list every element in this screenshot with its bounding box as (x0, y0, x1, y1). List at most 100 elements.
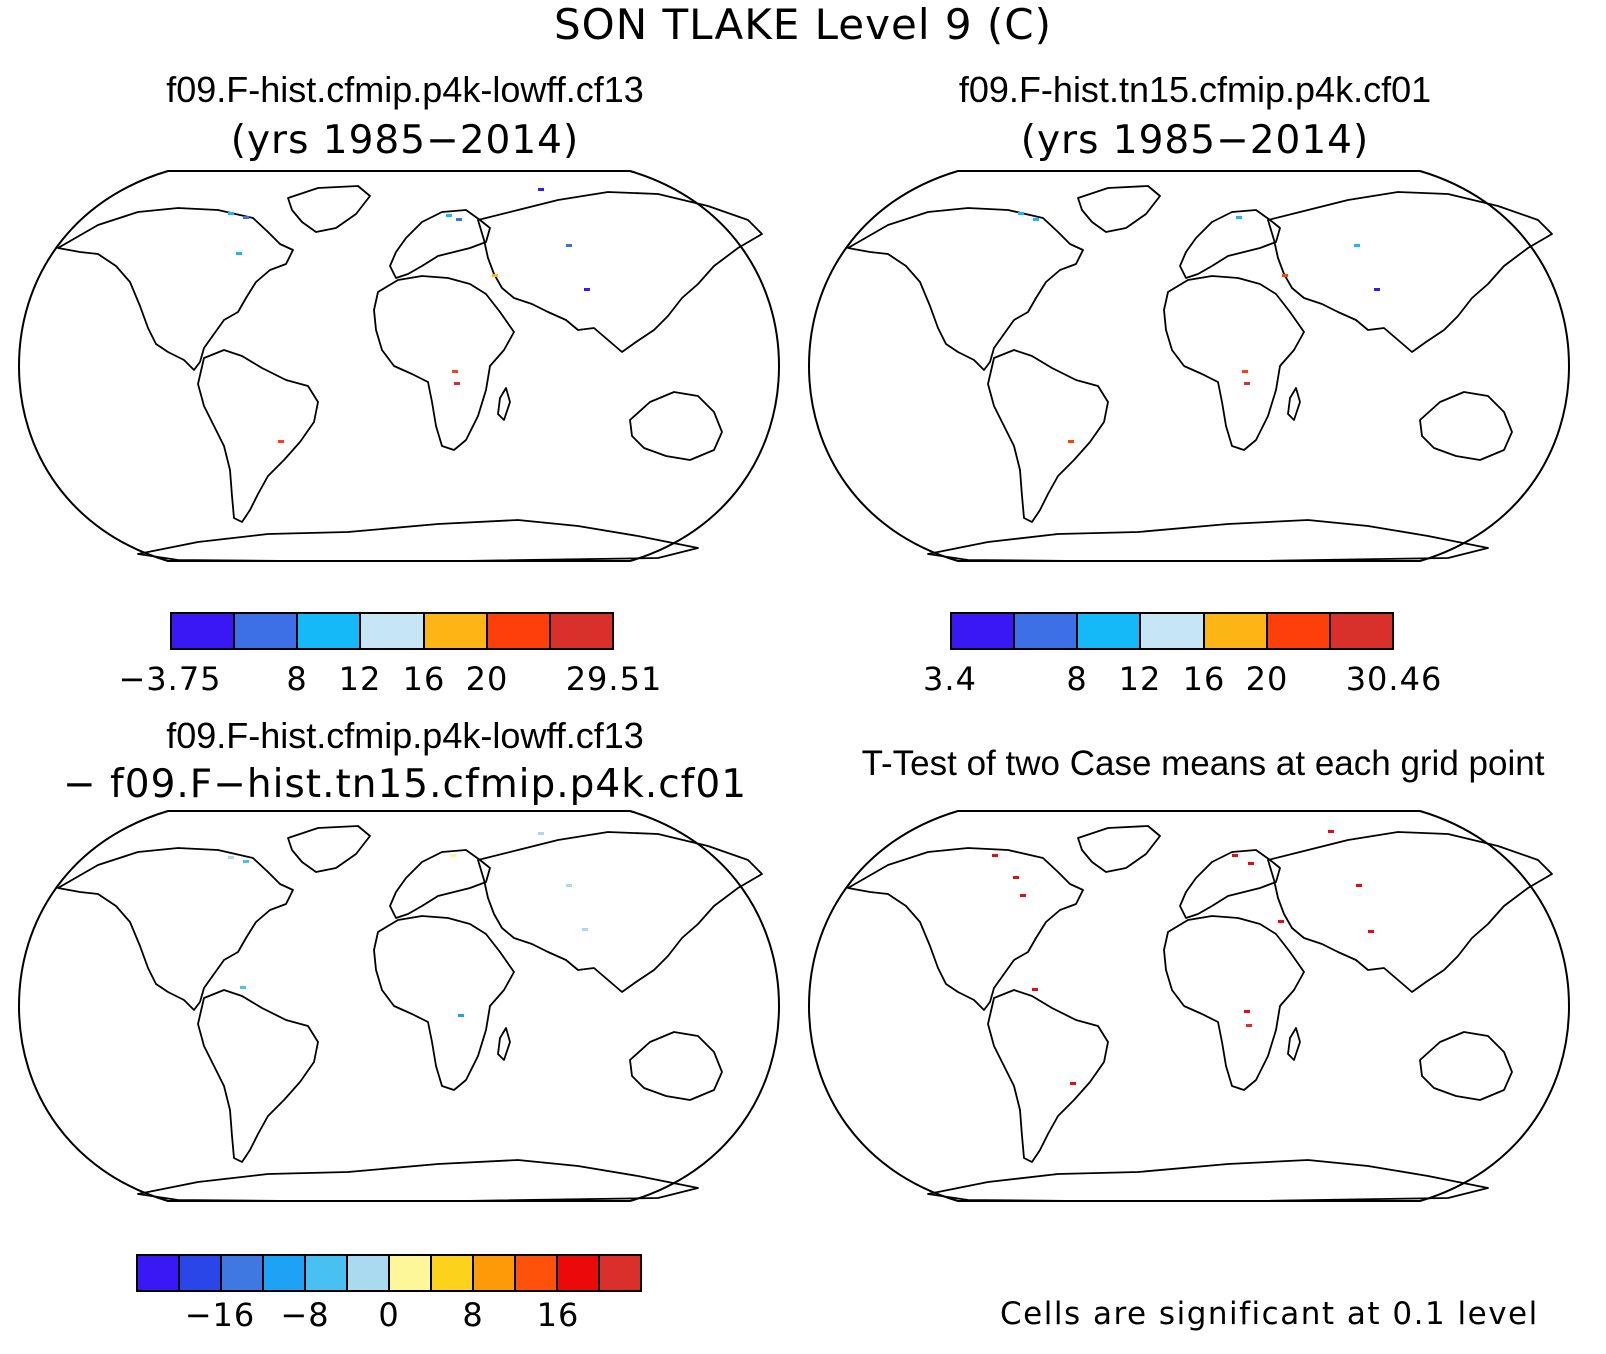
panel-subtitle-top-right: (yrs 1985−2014) (1020, 118, 1370, 163)
colorbar-box (952, 614, 1016, 648)
lake-cell (450, 854, 456, 857)
coastline (1179, 849, 1281, 919)
coastline (1163, 915, 1305, 1091)
colorbar-box (1078, 614, 1142, 648)
colorbar-tick: −3.75 (118, 660, 222, 698)
colorbar-tick: 8 (1066, 660, 1088, 698)
coastline (1163, 275, 1305, 451)
main-title: SON TLAKE Level 9 (C) (553, 0, 1053, 49)
lake-cell (566, 884, 572, 887)
colorbar-box (1204, 614, 1268, 648)
map-frame (807, 170, 1571, 562)
lake-cell (582, 928, 588, 931)
coastline (847, 207, 1084, 371)
colorbar-tick: 20 (465, 660, 509, 698)
colorbar-bottom-left (136, 1254, 642, 1292)
lake-cell (1328, 830, 1334, 833)
colorbar-box (306, 1256, 348, 1290)
colorbar-box (361, 614, 425, 648)
colorbar-box (424, 614, 488, 648)
lake-cell (1232, 854, 1238, 857)
panel-subtitle-top-left: (yrs 1985−2014) (230, 118, 580, 163)
lake-cell (1236, 216, 1242, 219)
coastline (197, 989, 319, 1163)
coastline (197, 349, 319, 523)
panel-subtitle-bottom-left: − f09.F−hist.tn15.cfmip.p4k.cf01 (62, 762, 748, 807)
colorbar-tick: −8 (280, 1296, 330, 1334)
colorbar-box (550, 614, 612, 648)
lake-cell (1374, 288, 1380, 291)
lake-cell (454, 382, 460, 385)
coastline (497, 1027, 511, 1061)
coastline (847, 847, 1084, 1011)
world-map-top-right (807, 170, 1571, 566)
significance-note: Cells are significant at 0.1 level (1000, 1296, 1539, 1332)
colorbar-box (558, 1256, 600, 1290)
lake-cell (452, 370, 458, 373)
colorbar-top-right (950, 612, 1394, 650)
colorbar-tick: 16 (1182, 660, 1226, 698)
coastline (477, 831, 763, 993)
lake-cell (1244, 1010, 1250, 1013)
map-frame (17, 170, 781, 562)
colorbar-tick: 29.51 (565, 660, 663, 698)
colorbar-tick: 8 (286, 660, 308, 698)
colorbar-tick: 16 (402, 660, 446, 698)
coastline (1077, 185, 1161, 233)
colorbar-tick: 20 (1245, 660, 1289, 698)
lake-cell (492, 274, 498, 277)
coastline (1419, 1031, 1513, 1101)
coastline (987, 349, 1109, 523)
colorbar-box (180, 1256, 222, 1290)
coastline (373, 915, 515, 1091)
lake-cell (458, 1014, 464, 1017)
coastline (1077, 825, 1161, 873)
coastline (389, 209, 491, 279)
map-frame (17, 810, 781, 1202)
lake-cell (243, 216, 249, 219)
panel-title-top-right: f09.F-hist.tn15.cfmip.p4k.cf01 (958, 69, 1432, 110)
world-map-bottom-right (807, 810, 1571, 1206)
coastline (1179, 209, 1281, 279)
coastline (927, 519, 1489, 563)
lake-cell (228, 212, 234, 215)
coastline (1287, 1027, 1301, 1061)
colorbar-tick: 12 (338, 660, 382, 698)
colorbar-box (487, 614, 551, 648)
lake-cell (1354, 244, 1360, 247)
panel-title-bottom-left: f09.F-hist.cfmip.p4k-lowff.cf13 (166, 715, 644, 756)
lake-cell (240, 986, 246, 989)
lake-cell (278, 440, 284, 443)
coastline (497, 387, 511, 421)
lake-cell (446, 214, 452, 217)
lake-cell (1248, 862, 1254, 865)
colorbar-box (222, 1256, 264, 1290)
coastline (57, 847, 294, 1011)
colorbar-tick: 12 (1118, 660, 1162, 698)
lake-cell (566, 244, 572, 247)
colorbar-tick: 30.46 (1345, 660, 1443, 698)
colorbar-box (172, 614, 236, 648)
colorbar-box (600, 1256, 640, 1290)
coastline (1287, 387, 1301, 421)
lake-cell (584, 288, 590, 291)
lake-cell (1242, 370, 1248, 373)
lake-cell (992, 854, 998, 857)
colorbar-box (348, 1256, 390, 1290)
lake-cell (1020, 894, 1026, 897)
coastline (629, 1031, 723, 1101)
colorbar-box (298, 614, 362, 648)
colorbar-box (1015, 614, 1079, 648)
lake-cell (1070, 1082, 1076, 1085)
colorbar-box (1141, 614, 1205, 648)
coastline (629, 391, 723, 461)
colorbar-tick: 8 (462, 1296, 484, 1334)
colorbar-box (516, 1256, 558, 1290)
colorbar-tick: 0 (378, 1296, 400, 1334)
coastline (287, 185, 371, 233)
coastline (987, 989, 1109, 1163)
colorbar-box (1330, 614, 1392, 648)
lake-cell (456, 218, 462, 221)
lake-cell (1032, 988, 1038, 991)
lake-cell (1368, 930, 1374, 933)
